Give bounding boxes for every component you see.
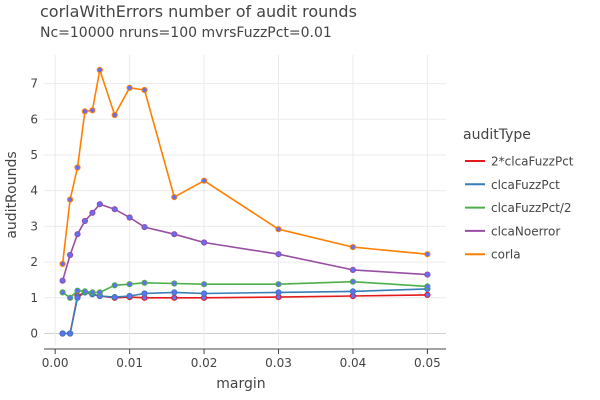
y-tick-label: 2 [30,255,38,269]
data-point[interactable] [171,294,178,301]
data-point[interactable] [67,294,74,301]
data-point[interactable] [111,294,118,301]
y-tick-label: 6 [30,112,38,126]
data-point[interactable] [81,217,89,225]
data-point[interactable] [424,251,431,258]
x-tick-label: 0.05 [414,356,441,370]
data-point[interactable] [201,177,208,184]
legend-label[interactable]: corla [491,248,521,262]
x-axis-title: margin [216,376,265,392]
data-point[interactable] [59,330,66,337]
data-point[interactable] [275,289,282,296]
data-point[interactable] [201,290,208,297]
data-point[interactable] [81,108,89,115]
data-point[interactable] [59,289,66,296]
data-point[interactable] [201,239,208,246]
data-point[interactable] [89,107,96,114]
data-point[interactable] [74,164,81,171]
data-point[interactable] [96,289,103,296]
legend-label[interactable]: 2*clcaFuzzPct [491,155,574,169]
data-point[interactable] [424,283,431,290]
data-point[interactable] [171,194,178,201]
series-line-4 [61,69,428,264]
legend-label[interactable]: clcaNoerror [491,224,560,238]
series-layer [61,69,428,335]
data-point[interactable] [141,224,148,231]
grid [44,55,446,346]
data-point[interactable] [74,231,81,238]
marker-layer [59,66,431,337]
data-point[interactable] [111,282,118,289]
data-point[interactable] [59,277,66,284]
x-tick-label: 0.03 [265,356,292,370]
data-point[interactable] [96,201,103,208]
data-point[interactable] [424,271,431,278]
data-point[interactable] [349,266,356,273]
data-point[interactable] [201,281,208,288]
series-line-3 [61,203,428,281]
data-point[interactable] [67,196,74,203]
x-tick-label: 0.04 [340,356,367,370]
legend-label[interactable]: clcaFuzzPct [491,178,560,192]
data-point[interactable] [126,214,133,221]
data-point[interactable] [126,84,133,91]
data-point[interactable] [111,111,118,119]
data-point[interactable] [141,86,148,94]
legend-label[interactable]: clcaFuzzPct/2 [491,201,572,215]
data-point[interactable] [275,251,282,258]
data-point[interactable] [171,280,178,287]
axes: 0 1 2 3 4 5 6 7 0.00 0.01 0.02 0.03 0.04 0.05 [30,77,446,370]
y-tick-label: 4 [30,184,38,198]
x-tick-label: 0.01 [116,356,143,370]
data-point[interactable] [349,278,356,285]
data-point[interactable] [67,330,74,337]
data-point[interactable] [126,281,133,288]
x-tick-label: 0.02 [191,356,218,370]
data-point[interactable] [171,289,178,296]
data-point[interactable] [349,244,356,251]
data-point[interactable] [81,288,89,295]
data-point[interactable] [349,288,356,295]
x-tick-label: 0.00 [42,356,69,370]
y-tick-label: 0 [30,327,38,341]
data-point[interactable] [89,289,96,296]
legend: 2*clcaFuzzPct clcaFuzzPct clcaFuzzPct/2 clc… [465,155,574,262]
y-tick-label: 3 [30,219,38,233]
data-point[interactable] [96,66,103,74]
chart-subtitle: Nc=10000 nruns=100 mvrsFuzzPct=0.01 [40,25,332,41]
data-point[interactable] [126,292,133,300]
legend-title: auditType [463,127,531,143]
data-point[interactable] [275,226,282,233]
data-point[interactable] [171,231,178,238]
data-point[interactable] [141,290,148,297]
data-point[interactable] [74,294,81,301]
y-tick-label: 5 [30,148,38,162]
y-axis-title: auditRounds [4,151,20,238]
data-point[interactable] [89,209,96,216]
data-point[interactable] [275,281,282,288]
data-point[interactable] [111,206,118,213]
y-tick-label: 7 [30,77,38,91]
data-point[interactable] [59,260,66,267]
chart-title: corlaWithErrors number of audit rounds [40,2,357,21]
data-point[interactable] [74,287,81,294]
data-point[interactable] [141,279,148,286]
y-tick-label: 1 [30,291,38,305]
data-point[interactable] [424,291,431,298]
data-point[interactable] [67,251,74,259]
